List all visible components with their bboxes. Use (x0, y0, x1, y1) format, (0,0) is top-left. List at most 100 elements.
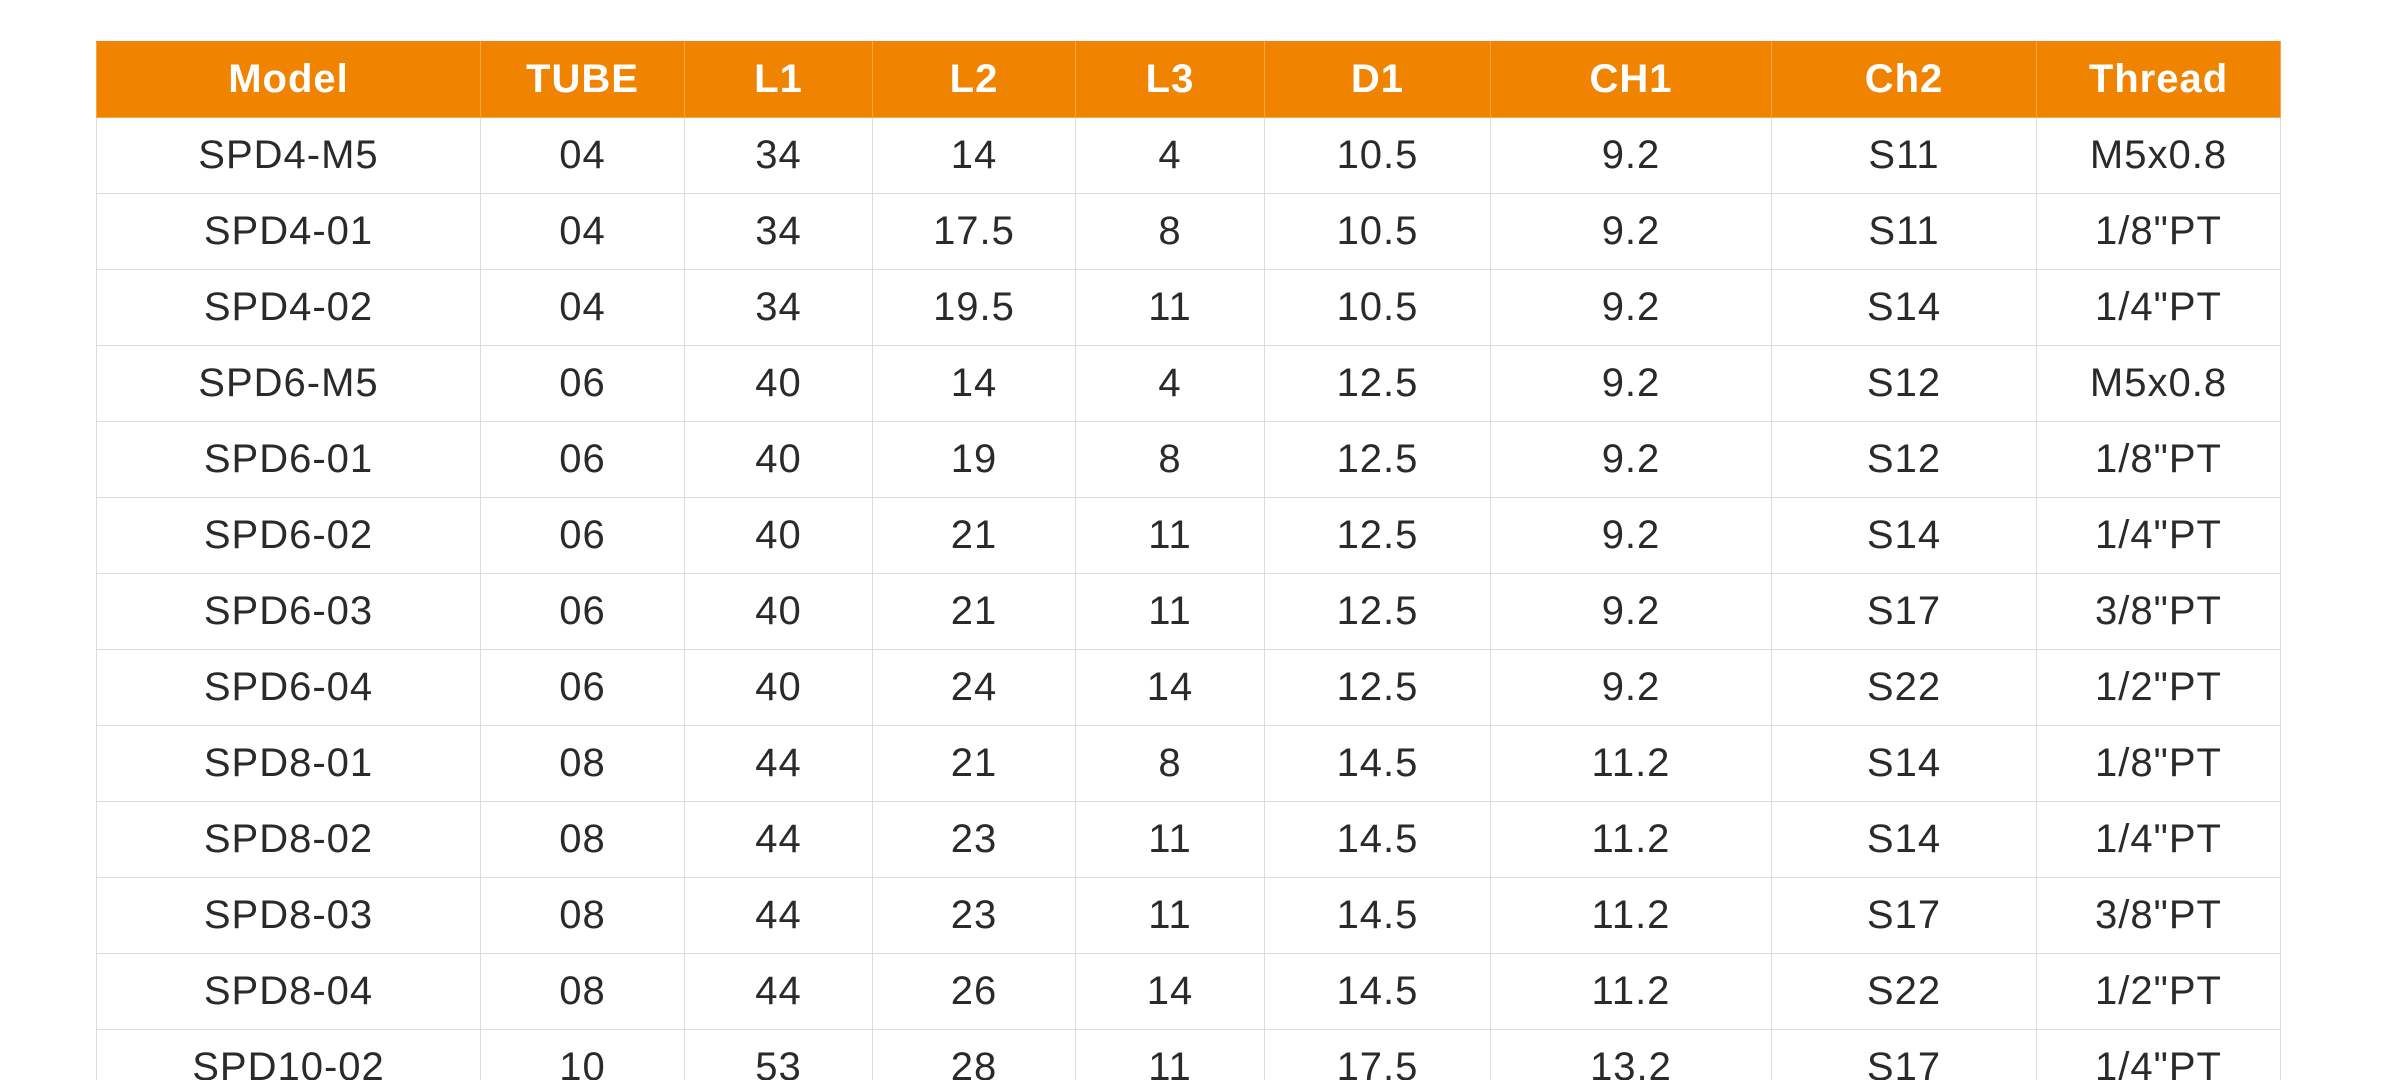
table-cell: 9.2 (1490, 421, 1772, 498)
table-cell: 9.2 (1490, 117, 1772, 194)
table-cell: S14 (1771, 725, 2037, 802)
table-header: Model TUBE L1 L2 L3 D1 CH1 Ch2 Thread (96, 41, 2281, 118)
table-cell: SPD6-01 (96, 421, 481, 498)
table-cell: 14.5 (1264, 801, 1491, 878)
table-cell: S14 (1771, 269, 2037, 346)
table-cell: 06 (480, 345, 685, 422)
header-cell: Model (96, 41, 481, 118)
table-cell: 06 (480, 421, 685, 498)
table-cell: 1/4"PT (2036, 497, 2281, 574)
table-cell: 34 (684, 193, 873, 270)
table-cell: 06 (480, 497, 685, 574)
table-cell: 12.5 (1264, 649, 1491, 726)
table-cell: 19 (872, 421, 1076, 498)
table-cell: SPD6-M5 (96, 345, 481, 422)
table-cell: 08 (480, 877, 685, 954)
header-cell: Thread (2036, 41, 2281, 118)
table-row: SPD6-04 06 40 24 14 12.5 9.2 S22 1/2"PT (96, 649, 2281, 726)
table-cell: SPD6-02 (96, 497, 481, 574)
table-cell: 14 (872, 345, 1076, 422)
table-cell: 17.5 (1264, 1029, 1491, 1080)
table-cell: SPD4-M5 (96, 117, 481, 194)
table-cell: 19.5 (872, 269, 1076, 346)
table-cell: 12.5 (1264, 497, 1491, 574)
table-cell: 1/8"PT (2036, 193, 2281, 270)
table-cell: S17 (1771, 1029, 2037, 1080)
table-cell: 12.5 (1264, 345, 1491, 422)
table-cell: 11.2 (1490, 801, 1772, 878)
table-cell: SPD4-01 (96, 193, 481, 270)
table-cell: 13.2 (1490, 1029, 1772, 1080)
table-cell: SPD8-01 (96, 725, 481, 802)
table-cell: SPD8-04 (96, 953, 481, 1030)
table-row: SPD6-01 06 40 19 8 12.5 9.2 S12 1/8"PT (96, 421, 2281, 498)
table-cell: 21 (872, 497, 1076, 574)
table-cell: 14 (1075, 649, 1265, 726)
table-cell: S12 (1771, 421, 2037, 498)
table-body: SPD4-M5 04 34 14 4 10.5 9.2 S11 M5x0.8 SPD4-01 04 3… (96, 117, 2281, 1080)
table-cell: 11 (1075, 801, 1265, 878)
table-cell: 44 (684, 801, 873, 878)
table-cell: 11.2 (1490, 877, 1772, 954)
table-cell: 11 (1075, 1029, 1265, 1080)
table-cell: 9.2 (1490, 649, 1772, 726)
table-cell: 1/2"PT (2036, 649, 2281, 726)
table-cell: 04 (480, 269, 685, 346)
table-cell: 1/4"PT (2036, 269, 2281, 346)
table-cell: 4 (1075, 345, 1265, 422)
table-cell: 1/8"PT (2036, 421, 2281, 498)
table-cell: 12.5 (1264, 573, 1491, 650)
table-cell: 40 (684, 421, 873, 498)
table-row: SPD6-M5 06 40 14 4 12.5 9.2 S12 M5x0.8 (96, 345, 2281, 422)
table-cell: M5x0.8 (2036, 345, 2281, 422)
table-cell: S11 (1771, 117, 2037, 194)
table-cell: 14.5 (1264, 953, 1491, 1030)
table-row: SPD8-03 08 44 23 11 14.5 11.2 S17 3/8"PT (96, 877, 2281, 954)
table-cell: 8 (1075, 193, 1265, 270)
table-cell: 10.5 (1264, 193, 1491, 270)
table-cell: S17 (1771, 877, 2037, 954)
table-cell: 14.5 (1264, 877, 1491, 954)
table-cell: 9.2 (1490, 497, 1772, 574)
table-row: SPD8-04 08 44 26 14 14.5 11.2 S22 1/2"PT (96, 953, 2281, 1030)
table-cell: 3/8"PT (2036, 877, 2281, 954)
table-cell: 4 (1075, 117, 1265, 194)
table-cell: 12.5 (1264, 421, 1491, 498)
table-row: SPD6-03 06 40 21 11 12.5 9.2 S17 3/8"PT (96, 573, 2281, 650)
table-cell: S14 (1771, 801, 2037, 878)
table-cell: 40 (684, 497, 873, 574)
table-cell: 9.2 (1490, 269, 1772, 346)
table-cell: 11.2 (1490, 953, 1772, 1030)
table-cell: 06 (480, 649, 685, 726)
table-cell: 21 (872, 725, 1076, 802)
table-row: SPD6-02 06 40 21 11 12.5 9.2 S14 1/4"PT (96, 497, 2281, 574)
table-cell: SPD8-02 (96, 801, 481, 878)
table-cell: SPD10-02 (96, 1029, 481, 1080)
table-cell: 11.2 (1490, 725, 1772, 802)
table-cell: 08 (480, 801, 685, 878)
table-cell: 11 (1075, 877, 1265, 954)
spec-table: Model TUBE L1 L2 L3 D1 CH1 Ch2 Thread SPD4-M5 04 3… (96, 41, 2281, 1080)
table-cell: 14 (872, 117, 1076, 194)
table-cell: SPD4-02 (96, 269, 481, 346)
table-cell: 04 (480, 117, 685, 194)
header-cell: TUBE (480, 41, 685, 118)
table-cell: S12 (1771, 345, 2037, 422)
table-cell: 53 (684, 1029, 873, 1080)
table-row: SPD8-02 08 44 23 11 14.5 11.2 S14 1/4"PT (96, 801, 2281, 878)
table-cell: 21 (872, 573, 1076, 650)
table-cell: 23 (872, 877, 1076, 954)
table-cell: 17.5 (872, 193, 1076, 270)
header-cell: D1 (1264, 41, 1491, 118)
table-cell: SPD8-03 (96, 877, 481, 954)
table-cell: 1/2"PT (2036, 953, 2281, 1030)
table-cell: 04 (480, 193, 685, 270)
table-cell: 44 (684, 877, 873, 954)
table-cell: 40 (684, 573, 873, 650)
table-cell: 11 (1075, 269, 1265, 346)
table-cell: 14 (1075, 953, 1265, 1030)
table-row: SPD4-01 04 34 17.5 8 10.5 9.2 S11 1/8"PT (96, 193, 2281, 270)
table-cell: 8 (1075, 421, 1265, 498)
header-cell: L2 (872, 41, 1076, 118)
